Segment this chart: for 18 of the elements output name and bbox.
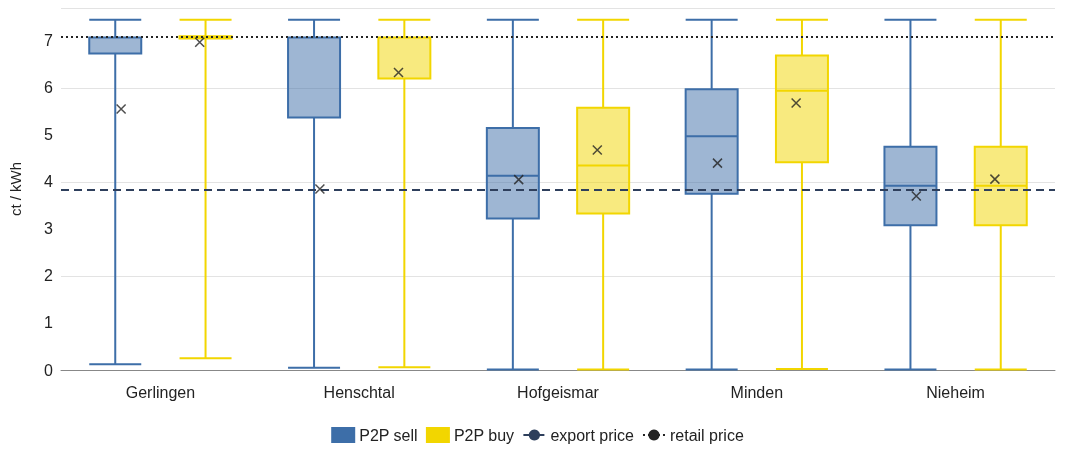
y-tick-label: 6 <box>44 79 54 97</box>
y-tick-label: 5 <box>44 126 54 144</box>
x-tick-label: Nieheim <box>926 383 985 401</box>
y-tick-label: 1 <box>44 314 54 332</box>
y-tick-label: 4 <box>44 173 54 191</box>
legend-label: P2P buy <box>453 426 515 444</box>
x-tick-label: Hofgeismar <box>517 383 600 401</box>
y-tick-label: 0 <box>44 361 54 379</box>
x-tick-label: Henschtal <box>323 383 395 401</box>
y-tick-label: 7 <box>44 32 54 50</box>
x-tick-label: Minden <box>730 383 784 401</box>
x-tick-label: Gerlingen <box>125 383 196 401</box>
legend-label: export price <box>550 426 635 444</box>
legend-label: P2P sell <box>359 426 418 444</box>
legend-label: retail price <box>669 426 744 444</box>
y-tick-label: 3 <box>44 220 54 238</box>
y-axis-title: ct / kWh <box>7 161 24 217</box>
y-tick-label: 2 <box>44 267 54 285</box>
